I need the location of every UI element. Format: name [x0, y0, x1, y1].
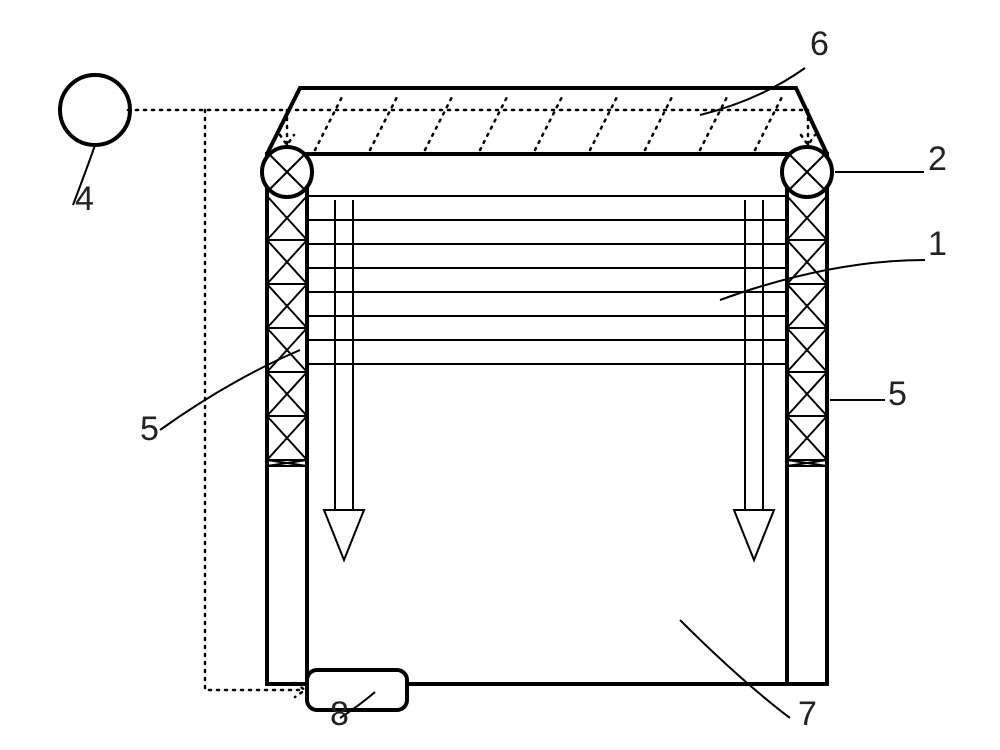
- top-cap-hatch: [590, 95, 618, 150]
- label-l5_right: 5: [888, 375, 907, 413]
- top-cap-hatch: [315, 95, 343, 150]
- label-l8: 8: [330, 695, 349, 733]
- outer-housing: [267, 154, 827, 684]
- top-cap-hatch: [645, 95, 673, 150]
- label-l4: 4: [75, 180, 94, 218]
- leader-6: [700, 68, 805, 115]
- flow-arrow-left-head: [324, 510, 364, 560]
- label-l2: 2: [928, 140, 947, 178]
- flow-arrow-right-head: [734, 510, 774, 560]
- top-cap-hatch: [370, 95, 398, 150]
- top-cap-hatch: [425, 95, 453, 150]
- control-line-top: [128, 110, 808, 145]
- top-cap-hatch: [755, 95, 783, 150]
- label-l7: 7: [798, 695, 817, 733]
- label-l5_left: 5: [140, 410, 159, 448]
- component-4-symbol: [60, 75, 130, 145]
- top-cap-hatch: [480, 95, 508, 150]
- top-cap-hatch: [700, 95, 728, 150]
- bottom-tab: [307, 670, 407, 710]
- top-cap-outline: [267, 88, 827, 154]
- leader-7: [680, 620, 790, 718]
- top-cap-hatch: [535, 95, 563, 150]
- label-l6: 6: [810, 25, 829, 63]
- leader-5-left: [160, 350, 300, 430]
- label-l1: 1: [928, 225, 947, 263]
